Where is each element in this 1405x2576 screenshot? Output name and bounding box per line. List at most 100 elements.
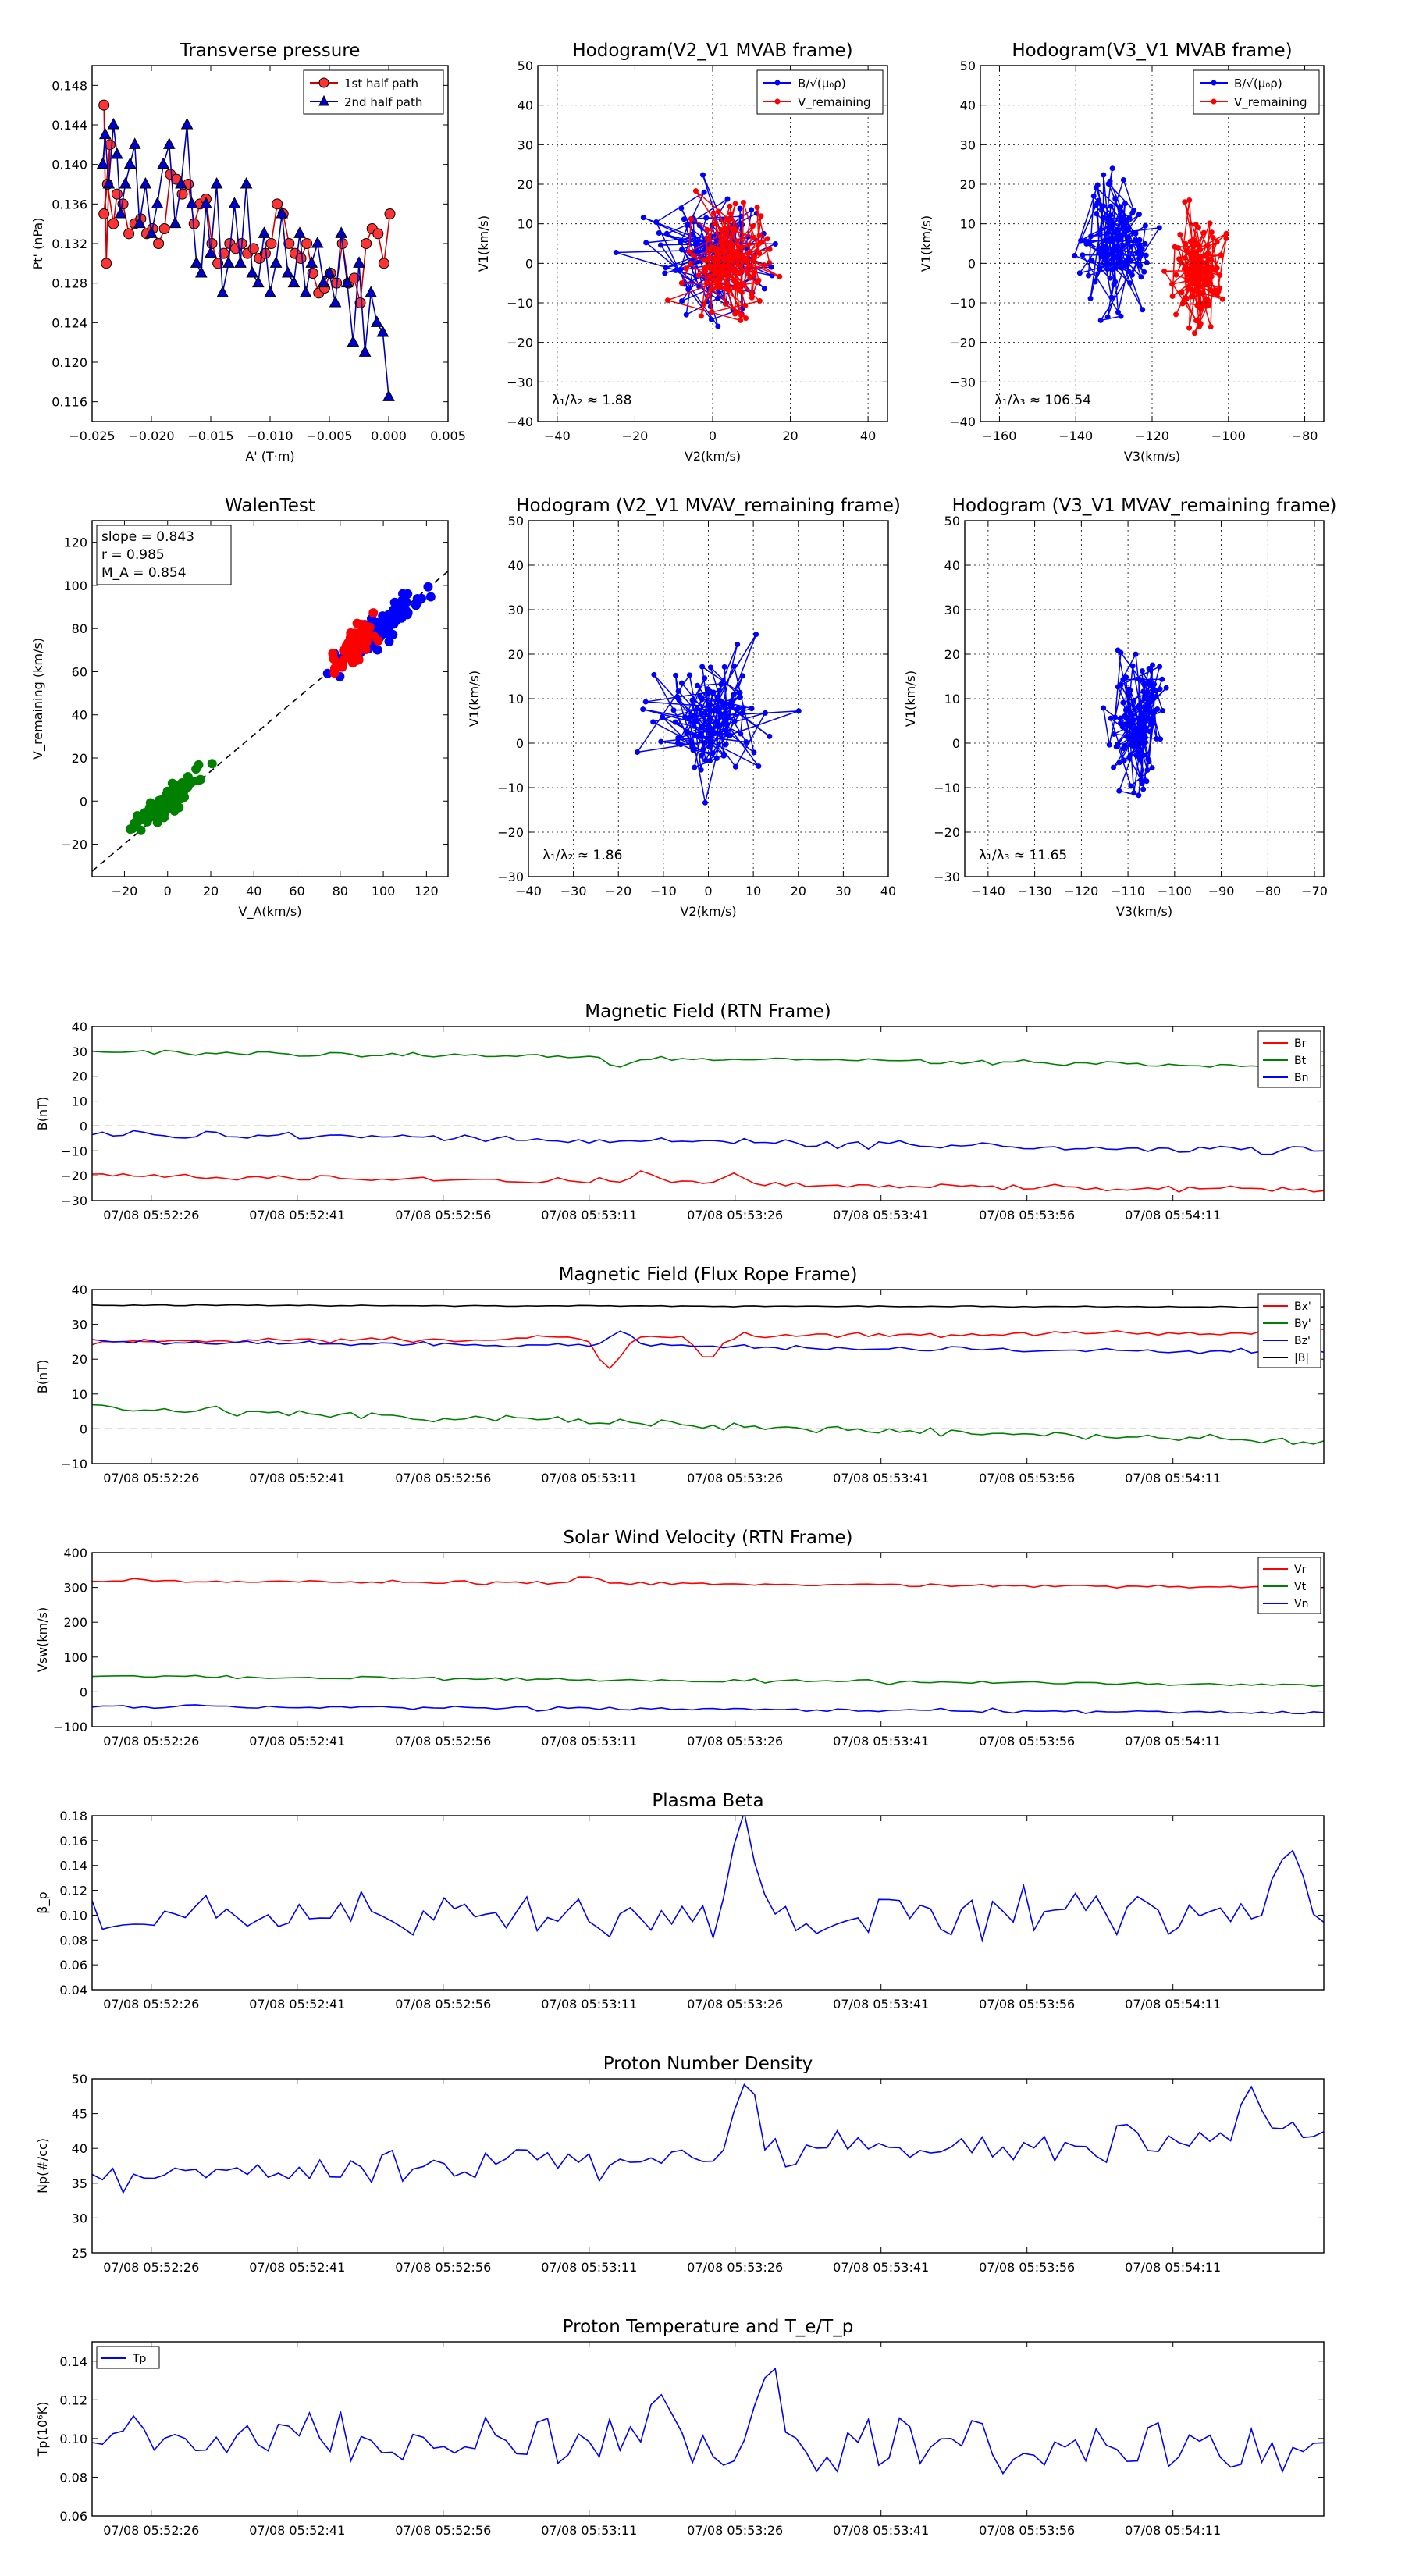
data-point bbox=[706, 254, 713, 261]
y-tick-label: 0 bbox=[968, 256, 976, 271]
data-point bbox=[384, 208, 396, 219]
data-point bbox=[218, 247, 229, 259]
x-tick-label: 07/08 05:52:56 bbox=[395, 1208, 491, 1222]
y-tick-label: 10 bbox=[72, 1387, 87, 1402]
data-point bbox=[756, 251, 763, 257]
data-point bbox=[185, 197, 198, 208]
x-tick-label: 07/08 05:53:11 bbox=[541, 1997, 637, 2012]
series-line bbox=[92, 1816, 1324, 1943]
legend-label: Vn bbox=[1294, 1598, 1308, 1610]
x-tick-label: 07/08 05:53:41 bbox=[833, 1997, 929, 2012]
y-axis-label: V1(km/s) bbox=[467, 671, 482, 727]
data-point bbox=[687, 261, 693, 267]
data-point bbox=[720, 243, 726, 249]
data-point bbox=[1177, 232, 1183, 238]
magnetic-field-rtn: −30 −20 −10 0 10 20 30 40 07/08 05:52:26 07/08 05… bbox=[35, 1002, 1325, 1222]
x-tick-label: −100 bbox=[1211, 429, 1246, 443]
data-point bbox=[151, 197, 164, 208]
data-point bbox=[107, 117, 120, 130]
data-point bbox=[699, 664, 706, 670]
data-point bbox=[653, 219, 660, 225]
legend: Vr Vt Vn bbox=[1257, 1557, 1321, 1614]
x-tick-label: 07/08 05:53:26 bbox=[687, 1471, 783, 1485]
data-point bbox=[216, 286, 229, 297]
chart-title: Hodogram (V2_V1 MVAV_remaining frame) bbox=[516, 496, 901, 516]
y-tick-label: −30 bbox=[507, 375, 533, 390]
data-point bbox=[1093, 202, 1099, 208]
data-point bbox=[1156, 225, 1162, 231]
data-point bbox=[1116, 237, 1122, 243]
x-tick-label: 07/08 05:52:26 bbox=[103, 1208, 199, 1222]
data-point bbox=[1094, 211, 1100, 217]
data-point bbox=[323, 265, 336, 278]
data-point bbox=[119, 176, 132, 189]
data-point bbox=[1093, 184, 1099, 190]
data-point bbox=[720, 263, 727, 269]
data-point bbox=[1097, 266, 1103, 272]
legend-label: V_remaining bbox=[798, 95, 871, 110]
data-point bbox=[376, 325, 389, 337]
data-point bbox=[756, 277, 762, 283]
data-point bbox=[175, 176, 187, 189]
legend-label: Vr bbox=[1294, 1564, 1307, 1576]
legend-label: |B| bbox=[1294, 1352, 1309, 1364]
y-tick-label: 10 bbox=[518, 217, 533, 232]
data-point bbox=[695, 682, 701, 688]
chart-title: Proton Number Density bbox=[603, 2054, 813, 2074]
plot-area bbox=[92, 1816, 1324, 1943]
data-point bbox=[1129, 663, 1136, 669]
data-point bbox=[663, 230, 670, 237]
data-point bbox=[695, 272, 702, 279]
y-tick-label: 10 bbox=[960, 217, 976, 232]
data-point bbox=[685, 286, 692, 293]
data-point bbox=[749, 706, 755, 712]
x-tick-label: −0.020 bbox=[128, 429, 174, 443]
data-point bbox=[715, 731, 721, 737]
data-point bbox=[305, 256, 318, 268]
scatter-point bbox=[352, 632, 362, 642]
plot-area bbox=[92, 2083, 1324, 2194]
data-point bbox=[728, 240, 735, 247]
data-point bbox=[1151, 720, 1157, 727]
data-point bbox=[1118, 681, 1124, 688]
y-tick-label: −40 bbox=[507, 415, 533, 429]
data-point bbox=[1104, 252, 1111, 258]
series-line bbox=[92, 1304, 1324, 1308]
y-tick-label: 0.12 bbox=[59, 2393, 87, 2407]
x-tick-label: 120 bbox=[414, 884, 439, 898]
data-point bbox=[1207, 287, 1213, 294]
data-point bbox=[1205, 302, 1211, 308]
scatter-point bbox=[207, 759, 217, 769]
data-point bbox=[1199, 290, 1205, 297]
x-tick-label: 07/08 05:52:26 bbox=[103, 1997, 199, 2012]
data-point bbox=[1116, 255, 1122, 262]
x-tick-label: 07/08 05:53:41 bbox=[833, 2260, 929, 2275]
x-tick-label: −140 bbox=[971, 884, 1005, 898]
data-point bbox=[1173, 311, 1179, 318]
y-tick-label: 0 bbox=[525, 256, 533, 271]
y-tick-label: 60 bbox=[72, 664, 87, 679]
data-point bbox=[1101, 172, 1107, 178]
data-point bbox=[1186, 325, 1193, 331]
data-point bbox=[1203, 269, 1209, 275]
data-point bbox=[1115, 248, 1121, 254]
data-point bbox=[713, 220, 719, 226]
y-tick-label: 0.14 bbox=[59, 1859, 87, 1873]
x-tick-label: −0.025 bbox=[69, 429, 115, 443]
data-point bbox=[750, 253, 756, 259]
x-tick-label: −120 bbox=[1135, 429, 1169, 443]
y-axis-label: B(nT) bbox=[35, 1360, 50, 1393]
x-tick-label: 30 bbox=[835, 884, 851, 898]
y-tick-label: 40 bbox=[944, 558, 960, 573]
data-point bbox=[283, 238, 295, 249]
y-axis-label: V1(km/s) bbox=[919, 215, 934, 272]
data-point bbox=[1173, 272, 1179, 278]
legend-label: Tp bbox=[132, 2353, 147, 2365]
scatter-point bbox=[373, 622, 383, 632]
scatter-point bbox=[390, 598, 400, 608]
data-point bbox=[1118, 715, 1124, 721]
data-point bbox=[738, 268, 745, 274]
data-point bbox=[678, 742, 684, 748]
data-point bbox=[1138, 712, 1144, 718]
data-point bbox=[1108, 238, 1114, 244]
